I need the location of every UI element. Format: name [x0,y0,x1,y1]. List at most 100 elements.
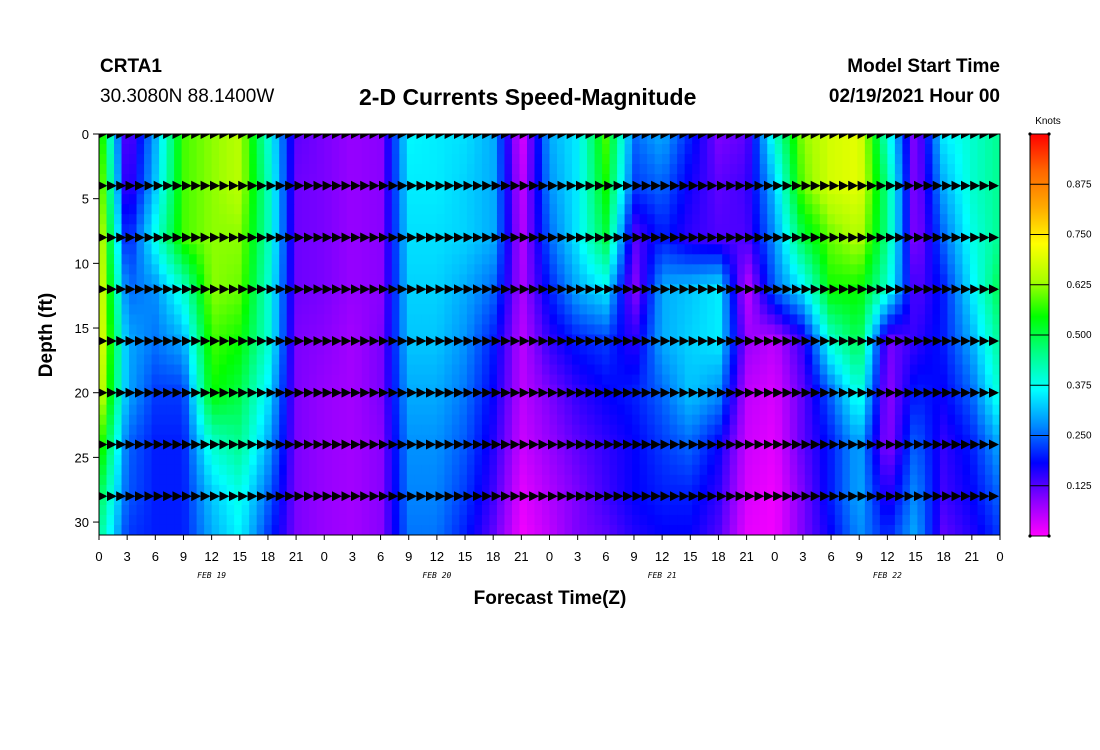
heatmap-cell [759,484,768,496]
heatmap-cell [121,214,130,225]
heatmap-cell [316,344,325,356]
heatmap-cell [121,154,130,165]
heatmap-cell [729,244,738,255]
heatmap-cell [669,474,678,486]
heatmap-cell [466,454,476,466]
heatmap-cell [917,194,926,205]
heatmap-cell [316,244,325,255]
heatmap-cell [572,254,581,265]
heatmap-cell [534,464,543,476]
heatmap-cell [151,154,160,165]
heatmap-cell [196,224,205,235]
heatmap-cell [241,394,250,406]
heatmap-cell [984,464,994,476]
heatmap-cell [692,194,701,205]
heatmap-cell [714,214,723,225]
heatmap-cell [99,214,108,225]
heatmap-cell [346,454,355,466]
heatmap-cell [181,224,190,235]
heatmap-cell [842,244,851,255]
heatmap-cell [617,144,626,155]
heatmap-cell [234,514,243,526]
heatmap-cell [639,394,648,406]
heatmap-cell [346,374,355,386]
heatmap-cell [234,484,243,496]
heatmap-cell [624,404,633,416]
heatmap-cell [947,134,956,145]
heatmap-cell [947,364,956,376]
heatmap-cell [196,504,205,516]
heatmap-cell [992,344,1000,356]
heatmap-cell [414,304,423,316]
heatmap-cell [279,134,288,145]
heatmap-cell [264,514,273,526]
heatmap-cell [669,324,678,336]
heatmap-cell [812,194,821,205]
heatmap-cell [361,244,370,255]
heatmap-cell [106,524,115,535]
heatmap-cell [677,294,686,306]
heatmap-cell [744,334,753,346]
heatmap-cell [271,344,280,356]
heatmap-cell [699,414,708,426]
heatmap-cell [954,444,964,456]
heatmap-cell [264,224,273,235]
heatmap-cell [834,504,843,516]
heatmap-cell [474,264,483,275]
heatmap-cell [271,504,280,516]
heatmap-cell [196,244,205,255]
heatmap-cell [114,264,123,275]
heatmap-cell [436,374,445,386]
heatmap-cell [369,224,378,235]
heatmap-cell [151,224,160,235]
heatmap-cell [286,264,295,275]
heatmap-cell [827,244,836,255]
heatmap-cell [917,364,926,376]
heatmap-cell [189,474,198,486]
heatmap-cell [947,404,956,416]
heatmap-cell [534,404,543,416]
heatmap-cell [917,374,926,386]
heatmap-cell [812,334,821,346]
heatmap-cell [166,204,175,215]
heatmap-cell [714,514,723,526]
heatmap-cell [864,154,873,165]
heatmap-cell [744,264,753,275]
heatmap-cell [474,324,483,336]
heatmap-cell [977,484,986,496]
heatmap-cell [984,394,994,406]
heatmap-cell [572,404,581,416]
heatmap-cell [256,464,265,476]
heatmap-cell [174,154,183,165]
heatmap-cell [654,484,663,496]
heatmap-cell [774,364,783,376]
heatmap-cell [782,424,791,436]
heatmap-cell [174,204,183,215]
heatmap-cell [399,234,408,245]
heatmap-cell [294,454,303,466]
heatmap-cell [579,394,588,406]
heatmap-cell [166,264,175,275]
heatmap-cell [519,524,528,535]
heatmap-cell [196,234,205,245]
heatmap-cell [226,474,235,486]
heatmap-cell [617,254,626,265]
heatmap-cell [669,314,678,326]
heatmap-cell [969,504,979,516]
heatmap-cell [414,244,423,255]
heatmap-cell [376,474,385,486]
heatmap-cell [384,364,393,376]
heatmap-cell [534,524,543,535]
heatmap-cell [849,404,858,416]
heatmap-cell [782,294,791,306]
heatmap-cell [151,194,160,205]
heatmap-cell [572,504,581,516]
heatmap-cell [331,394,340,406]
heatmap-cell [827,474,836,486]
heatmap-cell [459,254,468,265]
heatmap-cell [249,524,258,535]
heatmap-cell [587,214,596,225]
heatmap-cell [249,304,258,316]
heatmap-cell [316,474,325,486]
heatmap-cell [346,474,355,486]
